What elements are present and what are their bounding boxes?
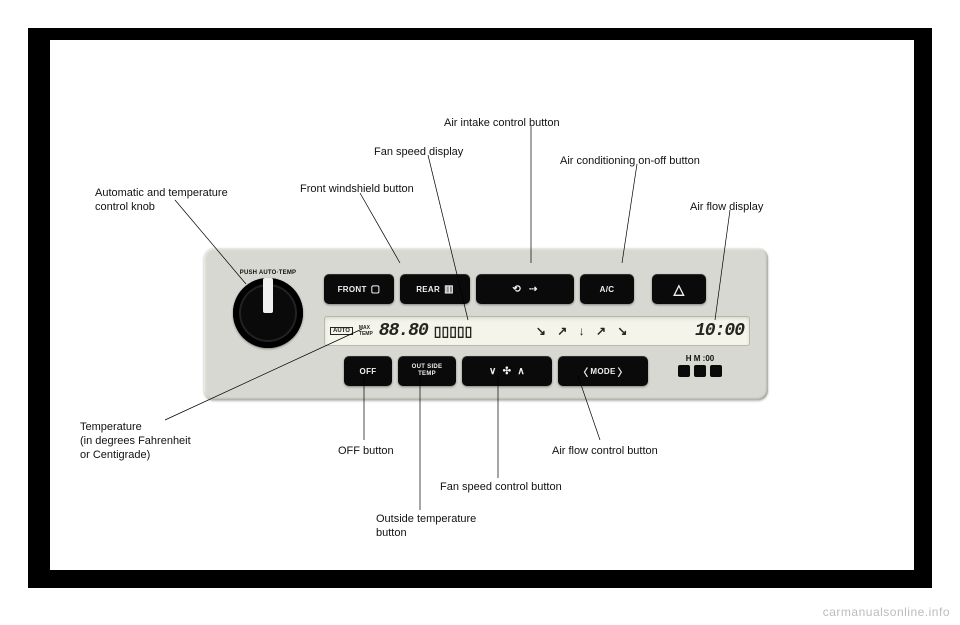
fan-bars-icon: ▯▯▯▯▯ — [434, 323, 473, 340]
bottom-button-row: OFF OUT SIDE TEMP ∨ ✣ ∧ 〈 MODE 〉 — [344, 356, 648, 386]
knob-label: PUSH AUTO·TEMP — [222, 270, 314, 276]
airflow-icons: ↘ ↗ ↓ ↗ ↘ — [478, 324, 689, 338]
label-fan-speed-control: Fan speed control button — [440, 480, 562, 494]
chevron-right-icon: 〉 — [618, 364, 628, 379]
front-button-label: FRONT — [338, 285, 367, 294]
air-intake-button[interactable]: ⟲ ⇢ — [476, 274, 574, 304]
rear-button-label: REAR — [416, 285, 440, 294]
page: Air intake control button Fan speed disp… — [0, 0, 960, 625]
zero-button[interactable] — [710, 365, 722, 377]
off-button-label: OFF — [360, 367, 377, 376]
label-air-flow-display: Air flow display — [690, 200, 763, 214]
label-air-intake: Air intake control button — [444, 116, 560, 130]
outside-temp-button[interactable]: OUT SIDE TEMP — [398, 356, 456, 386]
fresh-air-icon: ⇢ — [529, 284, 538, 295]
fan-speed-button[interactable]: ∨ ✣ ∧ — [462, 356, 552, 386]
lcd-auto-indicator: AUTO — [330, 327, 353, 335]
front-windshield-button[interactable]: FRONT ▢ — [324, 274, 394, 304]
label-front-windshield: Front windshield button — [300, 182, 414, 196]
defrost-front-icon: ▢ — [371, 284, 381, 295]
hazard-icon: △ — [673, 281, 684, 298]
lcd-max-temp: MAX TEMP — [359, 325, 373, 337]
label-temperature: Temperature (in degrees Fahrenheit or Ce… — [80, 420, 191, 462]
chevron-left-icon: 〈 — [578, 364, 588, 379]
recirculate-icon: ⟲ — [512, 284, 521, 295]
chevron-up-icon: ∧ — [517, 366, 525, 377]
label-air-flow-control: Air flow control button — [552, 444, 658, 458]
label-ac-button: Air conditioning on-off button — [560, 154, 700, 168]
hazard-button[interactable]: △ — [652, 274, 706, 304]
rear-windshield-button[interactable]: REAR ▥ — [400, 274, 470, 304]
ac-button-label: A/C — [600, 285, 615, 294]
mode-button-label: MODE — [590, 367, 615, 376]
label-off-button: OFF button — [338, 444, 394, 458]
label-fan-speed-display: Fan speed display — [374, 145, 463, 159]
hour-button[interactable] — [678, 365, 690, 377]
outside-temp-label: OUT SIDE TEMP — [412, 364, 443, 378]
auto-temp-knob[interactable] — [233, 278, 303, 348]
hms-label: H M :00 — [686, 354, 714, 363]
label-auto-temp-knob: Automatic and temperature control knob — [95, 186, 228, 214]
climate-control-panel: PUSH AUTO·TEMP FRONT ▢ REAR ▥ ⟲ ⇢ A/C △ — [204, 248, 768, 400]
chevron-down-icon: ∨ — [489, 366, 497, 377]
clock-set-buttons: H M :00 — [678, 354, 722, 377]
lcd-clock: 10:00 — [695, 321, 744, 341]
lcd-temp-value: 88.80 — [379, 321, 428, 341]
fan-icon: ✣ — [503, 366, 512, 377]
minute-button[interactable] — [694, 365, 706, 377]
lcd-display: AUTO MAX TEMP 88.80 ▯▯▯▯▯ ↘ ↗ ↓ ↗ ↘ 10:0… — [324, 316, 750, 346]
knob-area: PUSH AUTO·TEMP — [222, 270, 314, 348]
defrost-rear-icon: ▥ — [444, 284, 454, 295]
label-outside-temp: Outside temperature button — [376, 512, 476, 540]
ac-button[interactable]: A/C — [580, 274, 634, 304]
watermark: carmanualsonline.info — [823, 605, 950, 619]
top-button-row: FRONT ▢ REAR ▥ ⟲ ⇢ A/C △ — [324, 274, 706, 304]
mode-button[interactable]: 〈 MODE 〉 — [558, 356, 648, 386]
off-button[interactable]: OFF — [344, 356, 392, 386]
